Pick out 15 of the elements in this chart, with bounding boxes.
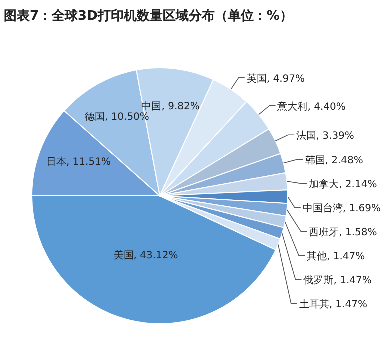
slice-label: 日本, 11.51% xyxy=(46,156,111,168)
slice-label: 加拿大, 2.14% xyxy=(309,178,378,191)
slice-label: 西班牙, 1.58% xyxy=(309,226,378,239)
slice-label: 土耳其, 1.47% xyxy=(299,298,368,311)
slice-label: 韩国, 2.48% xyxy=(305,154,364,167)
slice-label: 中国台湾, 1.69% xyxy=(302,202,381,215)
slice-label: 美国, 43.12% xyxy=(114,249,178,262)
slice-label: 德国, 10.50% xyxy=(84,112,150,124)
slice-label: 意大利, 4.40% xyxy=(276,100,346,113)
slice-label: 俄罗斯, 1.47% xyxy=(304,274,372,287)
chart-title: 图表7：全球3D打印机数量区域分布（单位：%） xyxy=(4,8,293,24)
slice-label: 英国, 4.97% xyxy=(246,72,305,85)
slice-label: 其他, 1.47% xyxy=(307,250,366,263)
slice-label: 法国, 3.39% xyxy=(296,130,354,142)
slice-label: 中国, 9.82% xyxy=(142,100,200,113)
